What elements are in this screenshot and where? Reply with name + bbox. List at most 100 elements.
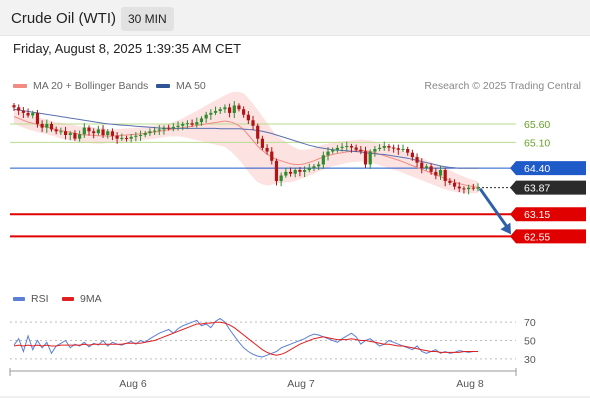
time-axis: Aug 6 Aug 7 Aug 8 — [0, 368, 590, 398]
candle — [434, 168, 438, 180]
support-label-box — [510, 229, 586, 244]
current-price-label: 63.87 — [524, 183, 550, 195]
ma20-line — [13, 116, 479, 188]
candle — [227, 103, 232, 118]
interval-badge[interactable]: 30 MIN — [121, 7, 174, 31]
candle-body — [476, 187, 480, 189]
chart-header: Crude Oil (WTI) 30 MIN — [0, 0, 590, 36]
candle — [274, 158, 279, 186]
candle — [157, 125, 161, 135]
candle — [199, 116, 204, 126]
candle-body — [124, 137, 129, 139]
candle-body — [106, 131, 110, 135]
candle — [218, 107, 222, 114]
legend-9ma: 9MA — [62, 293, 102, 305]
candle-body — [115, 135, 119, 139]
candle — [134, 132, 138, 142]
support-label-box — [510, 207, 586, 222]
legend-ma20-label: MA 20 + Bollinger Bands — [33, 80, 149, 92]
chart-datetime: Friday, August 8, 2025 1:39:35 AM CET — [13, 41, 242, 56]
candle-body — [317, 164, 321, 167]
x-tick-label: Aug 8 — [456, 378, 484, 390]
legend-ma50-label: MA 50 — [176, 80, 206, 92]
candle — [92, 128, 96, 139]
candle-body — [452, 182, 457, 187]
candle-body — [429, 166, 433, 172]
candle — [321, 151, 325, 169]
candle-body — [157, 129, 161, 131]
ma50-line — [13, 108, 478, 169]
candle — [284, 168, 288, 178]
candle-body — [312, 166, 316, 169]
candle — [251, 115, 255, 131]
candle — [237, 103, 241, 112]
candle — [68, 130, 72, 141]
candle-body — [415, 157, 419, 163]
candle — [101, 125, 105, 138]
candle-body — [59, 131, 63, 133]
candle — [270, 147, 274, 165]
candle — [26, 108, 30, 118]
support-label: 62.55 — [524, 231, 550, 243]
candle-body — [373, 149, 377, 152]
resistance-label: 65.60 — [524, 119, 550, 131]
candle — [110, 128, 115, 141]
candle — [256, 123, 260, 144]
research-credit: Research © 2025 Trading Central — [424, 80, 581, 92]
candle-body — [213, 111, 218, 113]
candle — [185, 120, 190, 130]
candle — [429, 163, 433, 175]
candle — [124, 135, 129, 142]
candle-body — [96, 129, 100, 134]
legend-ma50: MA 50 — [156, 80, 206, 92]
candle — [288, 167, 293, 177]
candle-body — [153, 130, 157, 132]
candle — [120, 133, 124, 141]
candle — [45, 119, 49, 133]
candle-body — [349, 146, 354, 148]
ma50-swatch — [156, 84, 170, 89]
candle — [181, 121, 185, 131]
candle — [298, 167, 302, 177]
candle-body — [471, 187, 475, 189]
candle — [246, 111, 250, 124]
candle — [335, 144, 339, 153]
candle-body — [45, 123, 49, 128]
candle-body — [101, 129, 105, 135]
candle-body — [110, 131, 115, 136]
candle — [326, 147, 330, 161]
candle — [331, 147, 335, 154]
candle — [265, 144, 269, 155]
candle-body — [237, 105, 241, 110]
candle — [63, 126, 68, 140]
legend-9ma-label: 9MA — [80, 293, 102, 305]
candle — [317, 161, 321, 170]
candle — [204, 111, 208, 123]
candle — [312, 164, 316, 172]
candle — [387, 143, 391, 152]
candle — [21, 107, 25, 119]
candle — [232, 101, 236, 119]
candle-body — [190, 123, 194, 125]
legend-rsi: RSI — [13, 293, 49, 305]
forecast-arrow-shaft — [478, 187, 510, 230]
candle — [59, 127, 63, 135]
x-tick-label: Aug 7 — [287, 378, 315, 390]
candle-body — [148, 131, 152, 134]
candle-body — [420, 162, 424, 169]
candle-body — [467, 187, 471, 190]
candle-body — [185, 123, 190, 125]
candle-body — [410, 152, 414, 158]
candle-body — [129, 136, 133, 139]
candle — [171, 123, 175, 132]
candle — [462, 186, 466, 194]
candle — [406, 146, 410, 156]
rsi-tick-label: 70 — [524, 317, 536, 329]
candle-body — [424, 166, 429, 169]
resistance-label: 65.10 — [524, 137, 550, 149]
legend-ma20-bollinger: MA 20 + Bollinger Bands — [13, 80, 148, 92]
candle-body — [167, 127, 171, 129]
candle — [293, 167, 297, 178]
candle — [167, 124, 171, 131]
candle-body — [279, 175, 283, 182]
